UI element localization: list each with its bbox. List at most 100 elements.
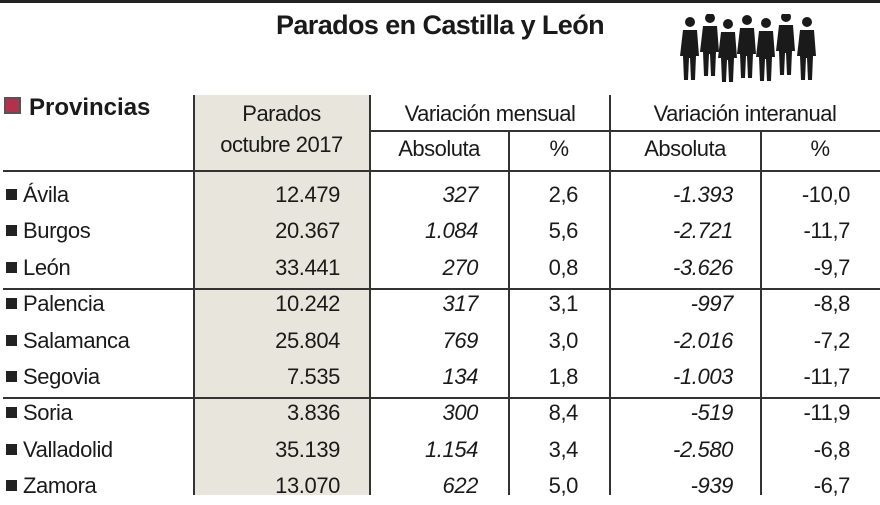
province-name: Valladolid	[6, 437, 113, 463]
yearly-pct-cell: -11,7	[803, 364, 850, 389]
province-label: Ávila	[23, 182, 69, 207]
bullet-icon	[6, 334, 17, 346]
monthly-pct-cell: 1,8	[548, 364, 579, 389]
bullet-icon	[6, 407, 17, 419]
table-row: Valladolid 35.139 1.154 3,4 -2.580 -6,8	[0, 433, 880, 469]
monthly-abs-cell: 134	[442, 364, 478, 389]
group-rule	[3, 397, 880, 399]
table-row: Segovia 7.535 134 1,8 -1.003 -11,7	[0, 360, 880, 396]
province-label: León	[23, 254, 71, 280]
column-divider	[760, 130, 762, 495]
monthly-abs-cell: 327	[442, 182, 478, 207]
province-label: Segovia	[23, 364, 100, 389]
legend-square-icon	[4, 97, 21, 114]
monthly-abs-cell: 769	[442, 327, 478, 353]
parados-cell: 33.441	[275, 254, 340, 280]
column-divider	[609, 95, 611, 495]
monthly-abs-cell: 300	[442, 400, 478, 426]
column-divider	[369, 95, 371, 495]
bullet-icon	[6, 443, 17, 455]
yearly-variation-header: Variación interanual	[653, 101, 837, 126]
parados-cell: 13.070	[275, 473, 340, 499]
yearly-pct-cell: -9,7	[813, 254, 851, 280]
header-bottom-rule	[3, 170, 880, 172]
table-row: León 33.441 270 0,8 -3.626 -9,7	[0, 251, 880, 287]
yearly-abs-cell: -939	[690, 473, 734, 499]
monthly-pct-cell: 5,0	[548, 473, 579, 499]
parados-cell: 20.367	[275, 218, 340, 244]
yearly-abs-cell: -2.016	[673, 327, 733, 353]
column-divider	[193, 95, 195, 495]
top-rule	[0, 0, 880, 3]
province-label: Burgos	[23, 218, 91, 244]
table-row: Salamanca 25.804 769 3,0 -2.016 -7,2	[0, 324, 880, 360]
table-row: Burgos 20.367 1.084 5,6 -2.721 -11,7	[0, 214, 880, 250]
yearly-pct-header: %	[810, 136, 830, 161]
bullet-icon	[6, 298, 17, 310]
province-name: Burgos	[6, 218, 91, 244]
table-row: Ávila 12.479 327 2,6 -1.393 -10,0	[0, 178, 880, 214]
province-label: Zamora	[23, 473, 97, 499]
monthly-abs-cell: 1.154	[424, 436, 478, 462]
parados-cell: 7.535	[286, 364, 340, 389]
province-label: Valladolid	[23, 436, 113, 462]
parados-column-shading	[193, 95, 370, 495]
group-rule	[3, 288, 880, 290]
province-name: Ávila	[6, 182, 69, 208]
monthly-pct-cell: 0,8	[548, 254, 579, 280]
yearly-pct-cell: -8,8	[813, 291, 851, 317]
yearly-pct-cell: -7,2	[813, 327, 851, 353]
province-label: Salamanca	[23, 327, 130, 353]
monthly-abs-cell: 1.084	[424, 218, 478, 244]
bullet-icon	[6, 371, 17, 382]
parados-header-line2: octubre 2017	[220, 132, 343, 157]
province-label: Palencia	[23, 291, 105, 317]
monthly-abs-cell: 270	[442, 254, 478, 280]
parados-header-line1: Parados	[242, 101, 321, 126]
parados-cell: 35.139	[275, 436, 340, 462]
monthly-abs-cell: 622	[442, 473, 478, 499]
yearly-pct-cell: -11,9	[803, 400, 850, 426]
people-silhouette-icon	[680, 14, 816, 82]
monthly-pct-cell: 3,0	[548, 327, 579, 353]
province-name: Zamora	[6, 473, 97, 499]
table-row: Zamora 13.070 622 5,0 -939 -6,7	[0, 469, 880, 505]
yearly-abs-cell: -3.626	[673, 254, 733, 280]
monthly-variation-header: Variación mensual	[404, 101, 576, 126]
monthly-pct-cell: 5,6	[548, 218, 579, 244]
yearly-abs-cell: -519	[690, 400, 734, 426]
monthly-abs-header: Absoluta	[398, 136, 480, 161]
province-name: Soria	[6, 400, 73, 426]
provinces-header: Provincias	[4, 94, 150, 122]
parados-cell: 25.804	[275, 327, 340, 353]
bullet-icon	[6, 225, 17, 237]
yearly-abs-header: Absoluta	[644, 136, 726, 161]
bullet-icon	[6, 261, 17, 273]
province-name: Segovia	[6, 364, 100, 390]
yearly-abs-cell: -2.721	[673, 218, 733, 244]
table-row: Palencia 10.242 317 3,1 -997 -8,8	[0, 287, 880, 323]
province-label: Soria	[23, 400, 73, 426]
monthly-pct-cell: 3,1	[548, 291, 579, 317]
yearly-pct-cell: -6,8	[813, 436, 851, 462]
yearly-pct-cell: -10,0	[801, 182, 851, 207]
parados-cell: 3.836	[286, 400, 340, 426]
monthly-abs-cell: 317	[442, 291, 478, 317]
yearly-pct-cell: -11,7	[803, 218, 850, 244]
bullet-icon	[6, 189, 17, 200]
monthly-pct-header: %	[549, 136, 569, 161]
parados-cell: 10.242	[275, 291, 340, 317]
monthly-pct-cell: 3,4	[548, 436, 579, 462]
monthly-pct-cell: 2,6	[548, 182, 579, 207]
subheader-rule	[370, 130, 880, 132]
page-title: Parados en Castilla y León	[275, 10, 605, 40]
province-name: León	[6, 254, 71, 281]
table-row: Soria 3.836 300 8,4 -519 -11,9	[0, 396, 880, 432]
column-divider	[508, 130, 510, 495]
province-name: Salamanca	[6, 327, 130, 354]
parados-cell: 12.479	[275, 182, 340, 207]
yearly-abs-cell: -2.580	[673, 436, 733, 462]
monthly-pct-cell: 8,4	[548, 400, 579, 426]
bullet-icon	[6, 480, 17, 492]
yearly-abs-cell: -997	[690, 291, 734, 317]
